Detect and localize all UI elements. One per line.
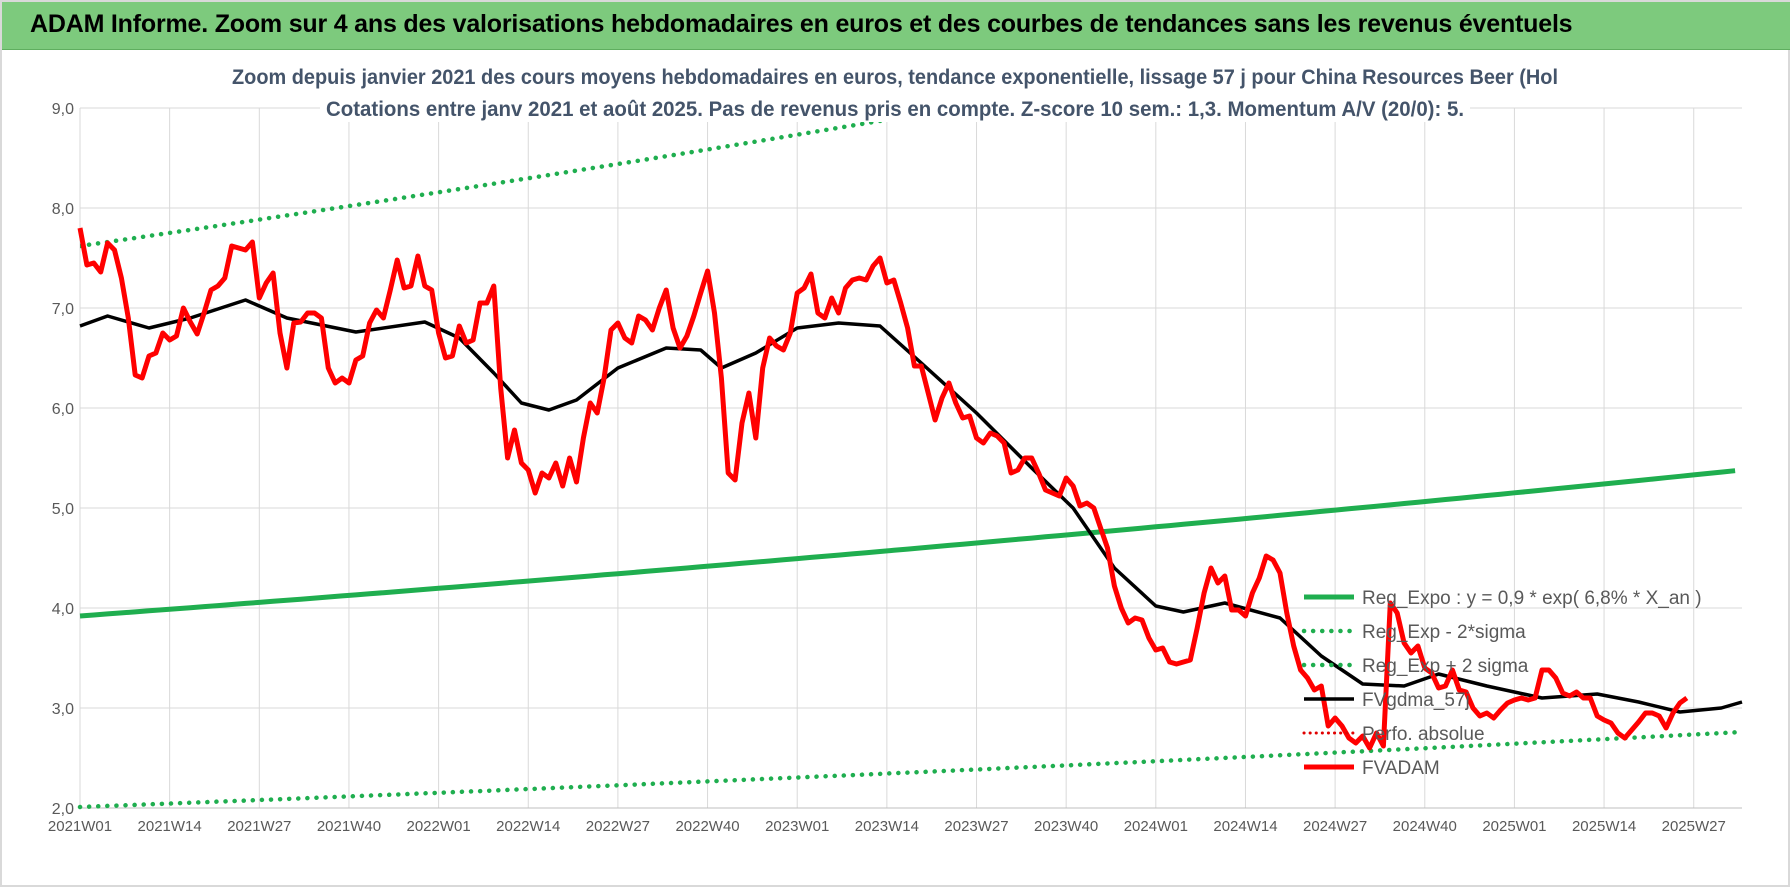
x-tick-label: 2021W40 <box>317 818 381 835</box>
banner-title: ADAM Informe. Zoom sur 4 ans des valoris… <box>30 10 1573 38</box>
title-line-2-bg <box>320 94 1470 122</box>
series-fvadam <box>77 227 1689 751</box>
legend-label: FVgdma_57j <box>1362 690 1470 711</box>
y-tick-label: 4,0 <box>52 601 74 618</box>
y-tick-label: 7,0 <box>52 301 74 318</box>
legend-label: Perfo. absolue <box>1362 724 1485 745</box>
title-line-1-bg <box>228 62 1562 90</box>
chart-title: Zoom depuis janvier 2021 des cours moyen… <box>228 62 1562 122</box>
x-tick-label: 2021W01 <box>48 818 112 835</box>
y-tick-label: 9,0 <box>52 101 74 118</box>
x-tick-label: 2023W27 <box>944 818 1008 835</box>
y-tick-label: 8,0 <box>52 201 74 218</box>
y-tick-label: 6,0 <box>52 401 74 418</box>
y-tick-label: 5,0 <box>52 501 74 518</box>
x-tick-label: 2023W01 <box>765 818 829 835</box>
x-tick-label: 2023W40 <box>1034 818 1098 835</box>
legend-entry: FVADAM <box>1304 758 1440 779</box>
price-chart: 2,03,04,05,06,07,08,09,0 2021W01 2021W14 2… <box>48 62 1743 835</box>
chart-title-line-1: Zoom depuis janvier 2021 des cours moyen… <box>232 66 1558 89</box>
y-tick-label: 2,0 <box>52 801 74 818</box>
x-tick-label: 2022W27 <box>586 818 650 835</box>
x-tick-label: 2021W14 <box>138 818 202 835</box>
legend-label: Reg_Exp + 2 sigma <box>1362 656 1529 677</box>
legend-entry: Reg_Exp + 2 sigma <box>1301 656 1529 677</box>
legend-entry: Reg_Expo : y = 0,9 * exp( 6,8% * X_an ) <box>1304 588 1702 609</box>
legend-label: Reg_Expo : y = 0,9 * exp( 6,8% * X_an ) <box>1362 588 1702 609</box>
x-tick-label: 2024W14 <box>1213 818 1277 835</box>
legend-entry: Reg_Exp - 2*sigma <box>1301 622 1526 643</box>
series-lines <box>77 106 1743 810</box>
legend-label: Reg_Exp - 2*sigma <box>1362 622 1526 643</box>
x-tick-label: 2022W01 <box>406 818 470 835</box>
legend-entry: FVgdma_57j <box>1304 690 1470 711</box>
chart-title-line-2: Cotations entre janv 2021 et août 2025. … <box>326 98 1464 121</box>
title-banner: ADAM Informe. Zoom sur 4 ans des valoris… <box>2 2 1790 50</box>
legend: Reg_Expo : y = 0,9 * exp( 6,8% * X_an ) R… <box>1301 588 1702 779</box>
series-reg-expo <box>79 468 1736 619</box>
legend-entry: Perfo. absolue <box>1302 724 1485 745</box>
x-tick-label: 2025W27 <box>1662 818 1726 835</box>
y-tick-label: 3,0 <box>52 701 74 718</box>
x-tick-label: 2024W40 <box>1393 818 1457 835</box>
legend-label: FVADAM <box>1362 758 1440 779</box>
x-tick-label: 2023W14 <box>855 818 919 835</box>
x-tick-label: 2021W27 <box>227 818 291 835</box>
x-tick-label: 2022W40 <box>675 818 739 835</box>
x-axis: 2021W01 2021W14 2021W27 2021W40 2022W01 2022W… <box>48 818 1726 835</box>
x-tick-label: 2025W01 <box>1482 818 1546 835</box>
x-tick-label: 2024W01 <box>1124 818 1188 835</box>
grid <box>79 107 1742 809</box>
x-tick-label: 2025W14 <box>1572 818 1636 835</box>
series-reg-exp-minus-2sigma <box>77 730 1738 810</box>
x-tick-label: 2024W27 <box>1303 818 1367 835</box>
x-tick-label: 2022W14 <box>496 818 560 835</box>
y-axis: 2,0 3,0 4,0 5,0 6,0 7,0 8,0 9,0 <box>52 101 74 818</box>
